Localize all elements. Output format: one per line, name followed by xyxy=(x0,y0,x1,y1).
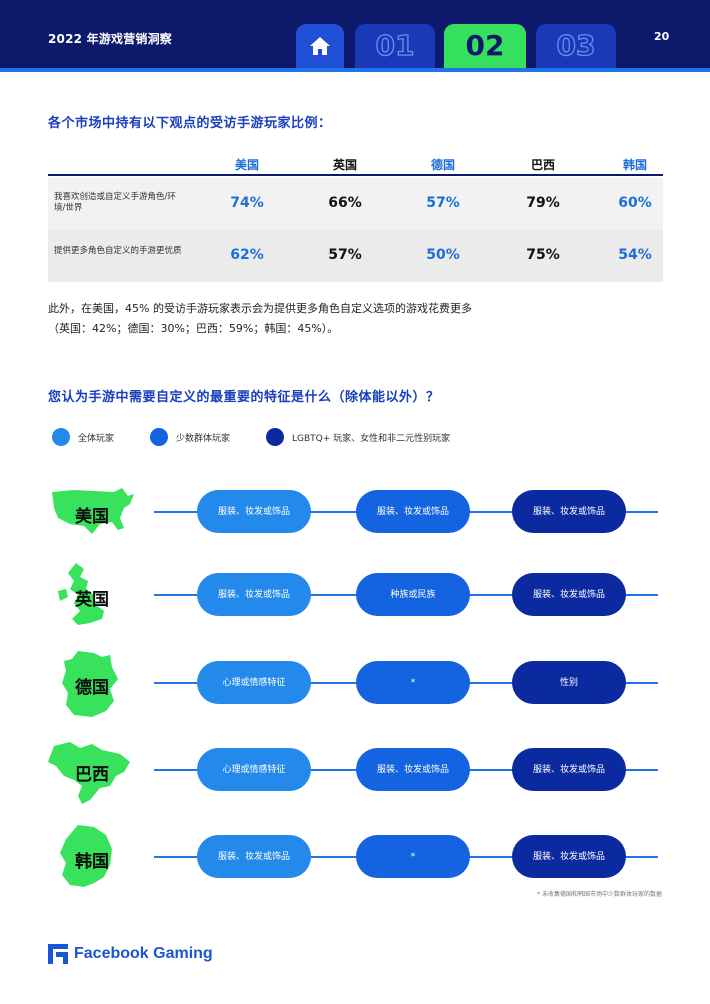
section1-heading: 各个市场中持有以下观点的受访手游玩家比例： xyxy=(48,116,332,131)
column-header-uk: 英国 xyxy=(332,158,357,172)
table-cell: 62% xyxy=(230,247,264,263)
tab-home[interactable] xyxy=(296,24,344,68)
market-name: 巴西 xyxy=(75,764,109,785)
legend-item-minority-players: 少数群体玩家 xyxy=(150,428,230,446)
tab-02-label: 02 xyxy=(465,29,505,62)
brand-logo: Facebook Gaming xyxy=(48,944,213,964)
legend-label: 全体玩家 xyxy=(78,433,115,444)
answer-pill-all: 服装、妆发或饰品 xyxy=(197,573,311,616)
answer-pill-lgbtq: 服装、妆发或饰品 xyxy=(512,490,626,533)
row-label: 我喜欢创造或自定义手游角色/环境/世界 xyxy=(54,192,176,213)
answer-pill-minority: 服装、妆发或饰品 xyxy=(356,490,470,533)
column-header-br: 巴西 xyxy=(530,158,555,172)
legend-dot-icon xyxy=(150,428,168,446)
table-cell: 60% xyxy=(618,195,652,211)
germany-map-icon: 德国 xyxy=(44,649,140,721)
legend-label: LGBTQ+ 玩家、女性和非二元性别玩家 xyxy=(292,433,451,444)
table-row: 提供更多角色自定义的手游更优质 62% 57% 50% 75% 54% xyxy=(48,230,663,282)
spending-note-line2: （英国：42%；德国：30%；巴西：59%；韩国：45%）。 xyxy=(48,322,339,335)
answer-pill-lgbtq: 性别 xyxy=(512,661,626,704)
table-cell: 75% xyxy=(526,247,560,263)
tab-03[interactable]: 03 xyxy=(536,24,616,68)
korea-map-icon: 韩国 xyxy=(44,823,140,895)
tab-01-label: 01 xyxy=(375,29,415,62)
answer-pill-all: 服装、妆发或饰品 xyxy=(197,490,311,533)
home-icon xyxy=(310,37,330,55)
market-name: 德国 xyxy=(75,677,109,698)
market-name: 美国 xyxy=(75,506,109,527)
answer-pill-all: 心理或情感特征 xyxy=(197,748,311,791)
market-row-de: 德国 心理或情感特征 * 性别 xyxy=(0,651,710,717)
table-row: 我喜欢创造或自定义手游角色/环境/世界 74% 66% 57% 79% 60% xyxy=(48,178,663,230)
table-cell: 79% xyxy=(526,195,560,211)
document-title: 2022 年游戏营销洞察 xyxy=(48,32,172,46)
table-cell: 54% xyxy=(618,247,652,263)
answer-pill-lgbtq: 服装、妆发或饰品 xyxy=(512,573,626,616)
uk-map-icon: 英国 xyxy=(44,561,140,633)
us-map-icon: 美国 xyxy=(44,478,140,550)
tab-03-label: 03 xyxy=(556,29,596,62)
legend-item-lgbtq-players: LGBTQ+ 玩家、女性和非二元性别玩家 xyxy=(266,428,450,446)
legend-dot-icon xyxy=(52,428,70,446)
table-cell: 74% xyxy=(230,195,264,211)
market-row-uk: 英国 服装、妆发或饰品 种族或民族 服装、妆发或饰品 xyxy=(0,563,710,625)
answer-pill-minority: * xyxy=(356,661,470,704)
market-row-br: 巴西 心理或情感特征 服装、妆发或饰品 服装、妆发或饰品 xyxy=(0,740,710,804)
answer-pill-minority: 服装、妆发或饰品 xyxy=(356,748,470,791)
market-name: 韩国 xyxy=(75,851,109,872)
legend-item-all-players: 全体玩家 xyxy=(52,428,114,446)
tab-01[interactable]: 01 xyxy=(355,24,435,68)
brand-name: Facebook Gaming xyxy=(74,945,213,962)
table-cell: 50% xyxy=(426,247,460,263)
market-name: 英国 xyxy=(75,589,109,610)
answer-pill-all: 心理或情感特征 xyxy=(197,661,311,704)
market-row-us: 美国 服装、妆发或饰品 服装、妆发或饰品 服装、妆发或饰品 xyxy=(0,482,710,542)
table-header-rule xyxy=(48,174,663,176)
legend-label: 少数群体玩家 xyxy=(176,433,231,444)
column-header-kr: 韩国 xyxy=(622,158,647,172)
answer-pill-lgbtq: 服装、妆发或饰品 xyxy=(512,748,626,791)
spending-note: 此外，在美国，45% 的受访手游玩家表示会为提供更多角色自定义选项的游戏花费更多… xyxy=(48,299,668,339)
tab-02[interactable]: 02 xyxy=(444,24,526,68)
page-number: 20 xyxy=(654,30,670,43)
footnote: * 未收集德国和韩国市场中少数群体玩家的数据 xyxy=(537,891,662,898)
row-label: 提供更多角色自定义的手游更优质 xyxy=(54,246,182,256)
table-cell: 57% xyxy=(426,195,460,211)
spending-note-line1: 此外，在美国，45% 的受访手游玩家表示会为提供更多角色自定义选项的游戏花费更多 xyxy=(48,302,472,315)
legend-dot-icon xyxy=(266,428,284,446)
answer-pill-all: 服装、妆发或饰品 xyxy=(197,835,311,878)
market-row-kr: 韩国 服装、妆发或饰品 * 服装、妆发或饰品 xyxy=(0,825,710,887)
table-cell: 66% xyxy=(328,195,362,211)
section2-heading: 您认为手游中需要自定义的最重要的特征是什么（除体能以外）？ xyxy=(48,390,440,405)
answer-pill-lgbtq: 服装、妆发或饰品 xyxy=(512,835,626,878)
header-accent-line xyxy=(0,68,710,72)
column-header-us: 美国 xyxy=(234,158,259,172)
facebook-gaming-icon xyxy=(48,944,68,964)
answer-pill-minority: 种族或民族 xyxy=(356,573,470,616)
brazil-map-icon: 巴西 xyxy=(44,736,140,808)
answer-pill-minority: * xyxy=(356,835,470,878)
table-cell: 57% xyxy=(328,247,362,263)
column-header-de: 德国 xyxy=(430,158,455,172)
